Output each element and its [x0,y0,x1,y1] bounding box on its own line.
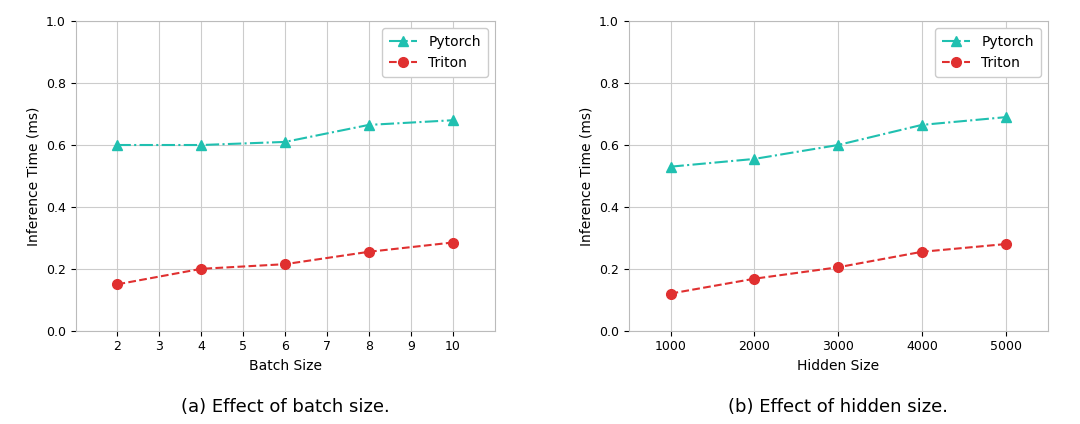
Text: (b) Effect of hidden size.: (b) Effect of hidden size. [728,398,948,416]
Pytorch [111,142,124,148]
Y-axis label: Inference Time (ms): Inference Time (ms) [26,106,40,245]
Pytorch [999,114,1012,120]
Line: Triton: Triton [112,237,458,289]
Line: Pytorch: Pytorch [665,112,1011,172]
Triton [194,266,207,271]
Pytorch [747,156,760,162]
Triton [279,262,292,267]
Triton [664,291,677,296]
Pytorch [363,123,376,128]
Pytorch [446,118,459,123]
Triton [999,242,1012,247]
Triton [832,265,845,270]
Y-axis label: Inference Time (ms): Inference Time (ms) [579,106,593,245]
Triton [747,276,760,281]
Pytorch [664,164,677,169]
Triton [446,240,459,245]
X-axis label: Batch Size: Batch Size [248,359,322,373]
Triton [111,282,124,287]
Legend: Pytorch, Triton: Pytorch, Triton [935,28,1041,77]
Pytorch [916,123,929,128]
Line: Pytorch: Pytorch [112,115,458,150]
Pytorch [279,139,292,145]
X-axis label: Hidden Size: Hidden Size [797,359,879,373]
Triton [363,249,376,254]
Triton [916,249,929,254]
Pytorch [194,142,207,148]
Text: (a) Effect of batch size.: (a) Effect of batch size. [180,398,390,416]
Pytorch [832,142,845,148]
Line: Triton: Triton [665,239,1011,298]
Legend: Pytorch, Triton: Pytorch, Triton [382,28,488,77]
